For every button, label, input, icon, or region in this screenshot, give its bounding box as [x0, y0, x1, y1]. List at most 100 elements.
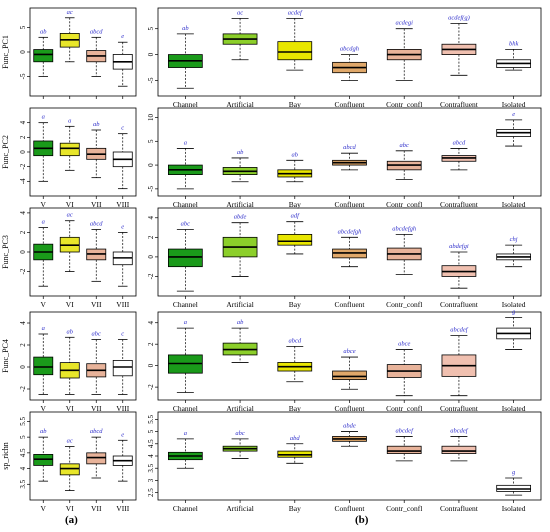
box-confluent: abcd Confluent: [332, 144, 367, 209]
significance-letter: a: [42, 219, 45, 226]
significance-letter: abcdgh: [340, 46, 359, 53]
box-iqr: [167, 248, 203, 268]
box-iqr: [33, 49, 54, 63]
significance-letter: abd: [290, 435, 301, 442]
x-tick-label: Isolated: [502, 300, 526, 309]
significance-letter: abcd: [453, 139, 466, 146]
panel-a-row-1: -5 0 5 Func_PC1 ab ac abcd e: [1, 7, 137, 99]
caption-b: (b): [355, 514, 369, 526]
significance-letter: a: [68, 117, 71, 124]
x-tick-label: VIII: [116, 504, 129, 513]
significance-letter: abcdef: [396, 427, 415, 434]
box-bay: abd Bay: [277, 435, 313, 513]
y-tick-label: 0: [147, 255, 155, 259]
box-bay: acdef Bay: [277, 9, 313, 109]
significance-letter: ac: [237, 9, 243, 16]
significance-letter: acdef: [288, 9, 303, 16]
box-bay: adf Bay: [277, 213, 313, 309]
significance-letter: e: [121, 223, 124, 230]
x-tick-label: Artificial: [226, 404, 254, 413]
x-tick-label: Channel: [173, 100, 198, 109]
significance-letter: g: [512, 308, 516, 315]
box-iqr: [441, 445, 477, 454]
y-tick-label: 2: [19, 230, 27, 234]
y-tick-label: 2: [147, 235, 155, 239]
box-isolated: g Isolated: [496, 469, 532, 513]
x-tick-label: Contrafluent: [440, 200, 479, 209]
significance-letter: ab: [67, 328, 74, 335]
box-isolated: g Isolated: [496, 308, 532, 413]
x-tick-label: VII: [91, 404, 102, 413]
significance-letter: g: [512, 469, 516, 476]
significance-letter: abc: [92, 331, 102, 338]
significance-letter: abce: [398, 341, 410, 348]
box-vi: ac VI: [59, 438, 80, 513]
x-tick-label: VI: [66, 504, 74, 513]
y-tick-label: -5: [147, 185, 155, 191]
y-tick-label: 4: [19, 120, 27, 124]
box-artificial: ab Artificial: [222, 319, 258, 413]
x-tick-label: VIII: [116, 200, 129, 209]
box-v: ab V: [33, 428, 54, 513]
box-vi: ac: [59, 9, 80, 99]
plot-frame: [29, 311, 137, 401]
y-tick-label: -2: [147, 273, 155, 279]
y-tick-label: 0: [19, 50, 27, 54]
x-tick-label: Contr_confl: [386, 300, 422, 309]
box-vii: abcd VII: [86, 221, 107, 309]
x-tick-label: VI: [66, 200, 74, 209]
y-tick-label: 5: [19, 435, 27, 439]
y-axis-label: Func_PC3: [1, 235, 10, 269]
significance-letter: c: [121, 125, 124, 132]
box-channel: a Channel: [167, 139, 203, 209]
x-tick-label: Isolated: [502, 100, 526, 109]
x-tick-label: Contr_confl: [386, 504, 422, 513]
x-tick-label: Channel: [173, 300, 198, 309]
y-tick-label: 3.5: [147, 463, 155, 472]
box-viii: e: [112, 33, 133, 99]
y-tick-label: 5: [147, 139, 155, 143]
x-tick-label: VI: [66, 404, 74, 413]
significance-letter: adf: [291, 213, 301, 220]
significance-letter: ab: [182, 25, 189, 32]
significance-letter: a: [42, 114, 45, 121]
y-tick-label: -2: [19, 386, 27, 392]
significance-letter: abdefgi: [449, 243, 469, 250]
box-viii: c VIII: [112, 331, 133, 413]
y-tick-label: 3.5: [19, 479, 27, 488]
significance-letter: abcd: [90, 428, 103, 435]
y-tick-label: 2: [147, 342, 155, 346]
y-tick-label: 2: [19, 135, 27, 139]
box-iqr: [112, 359, 133, 377]
y-tick-label: -2: [147, 384, 155, 390]
box-confluent: abce Confluent: [332, 348, 367, 413]
box-iqr: [332, 370, 367, 381]
box-isolated: e Isolated: [496, 111, 532, 209]
significance-letter: abde: [234, 214, 247, 221]
significance-letter: abcdef: [450, 427, 469, 434]
panel-b-row-1: -5 0 5 ab Channel ac Artificial acdef Bay abcdgh C…: [147, 7, 542, 109]
x-tick-label: Isolated: [502, 504, 526, 513]
x-tick-label: Channel: [173, 404, 198, 413]
box-iqr: [59, 142, 80, 157]
x-tick-label: Contrafluent: [440, 300, 479, 309]
x-tick-label: Artificial: [226, 300, 254, 309]
significance-letter: chj: [510, 236, 518, 243]
y-tick-label: 0: [19, 150, 27, 154]
y-tick-label: 3: [147, 478, 155, 482]
x-tick-label: Contrafluent: [440, 504, 479, 513]
significance-letter: abc: [400, 142, 410, 149]
x-tick-label: Confluent: [335, 200, 366, 209]
x-tick-label: Bay: [289, 300, 301, 309]
significance-letter: acdef(g): [448, 15, 470, 22]
x-tick-label: Contr_confl: [386, 100, 422, 109]
panel-b-row-5: 2.5 3 3.5 4 4.5 5 5.5 a Channel abc Artificial abd B…: [147, 411, 542, 513]
x-tick-label: VIII: [116, 300, 129, 309]
x-tick-label: VIII: [116, 404, 129, 413]
x-tick-label: V: [41, 300, 47, 309]
significance-letter: ab: [292, 151, 299, 158]
x-tick-label: Confluent: [335, 100, 366, 109]
x-tick-label: Artificial: [226, 200, 254, 209]
